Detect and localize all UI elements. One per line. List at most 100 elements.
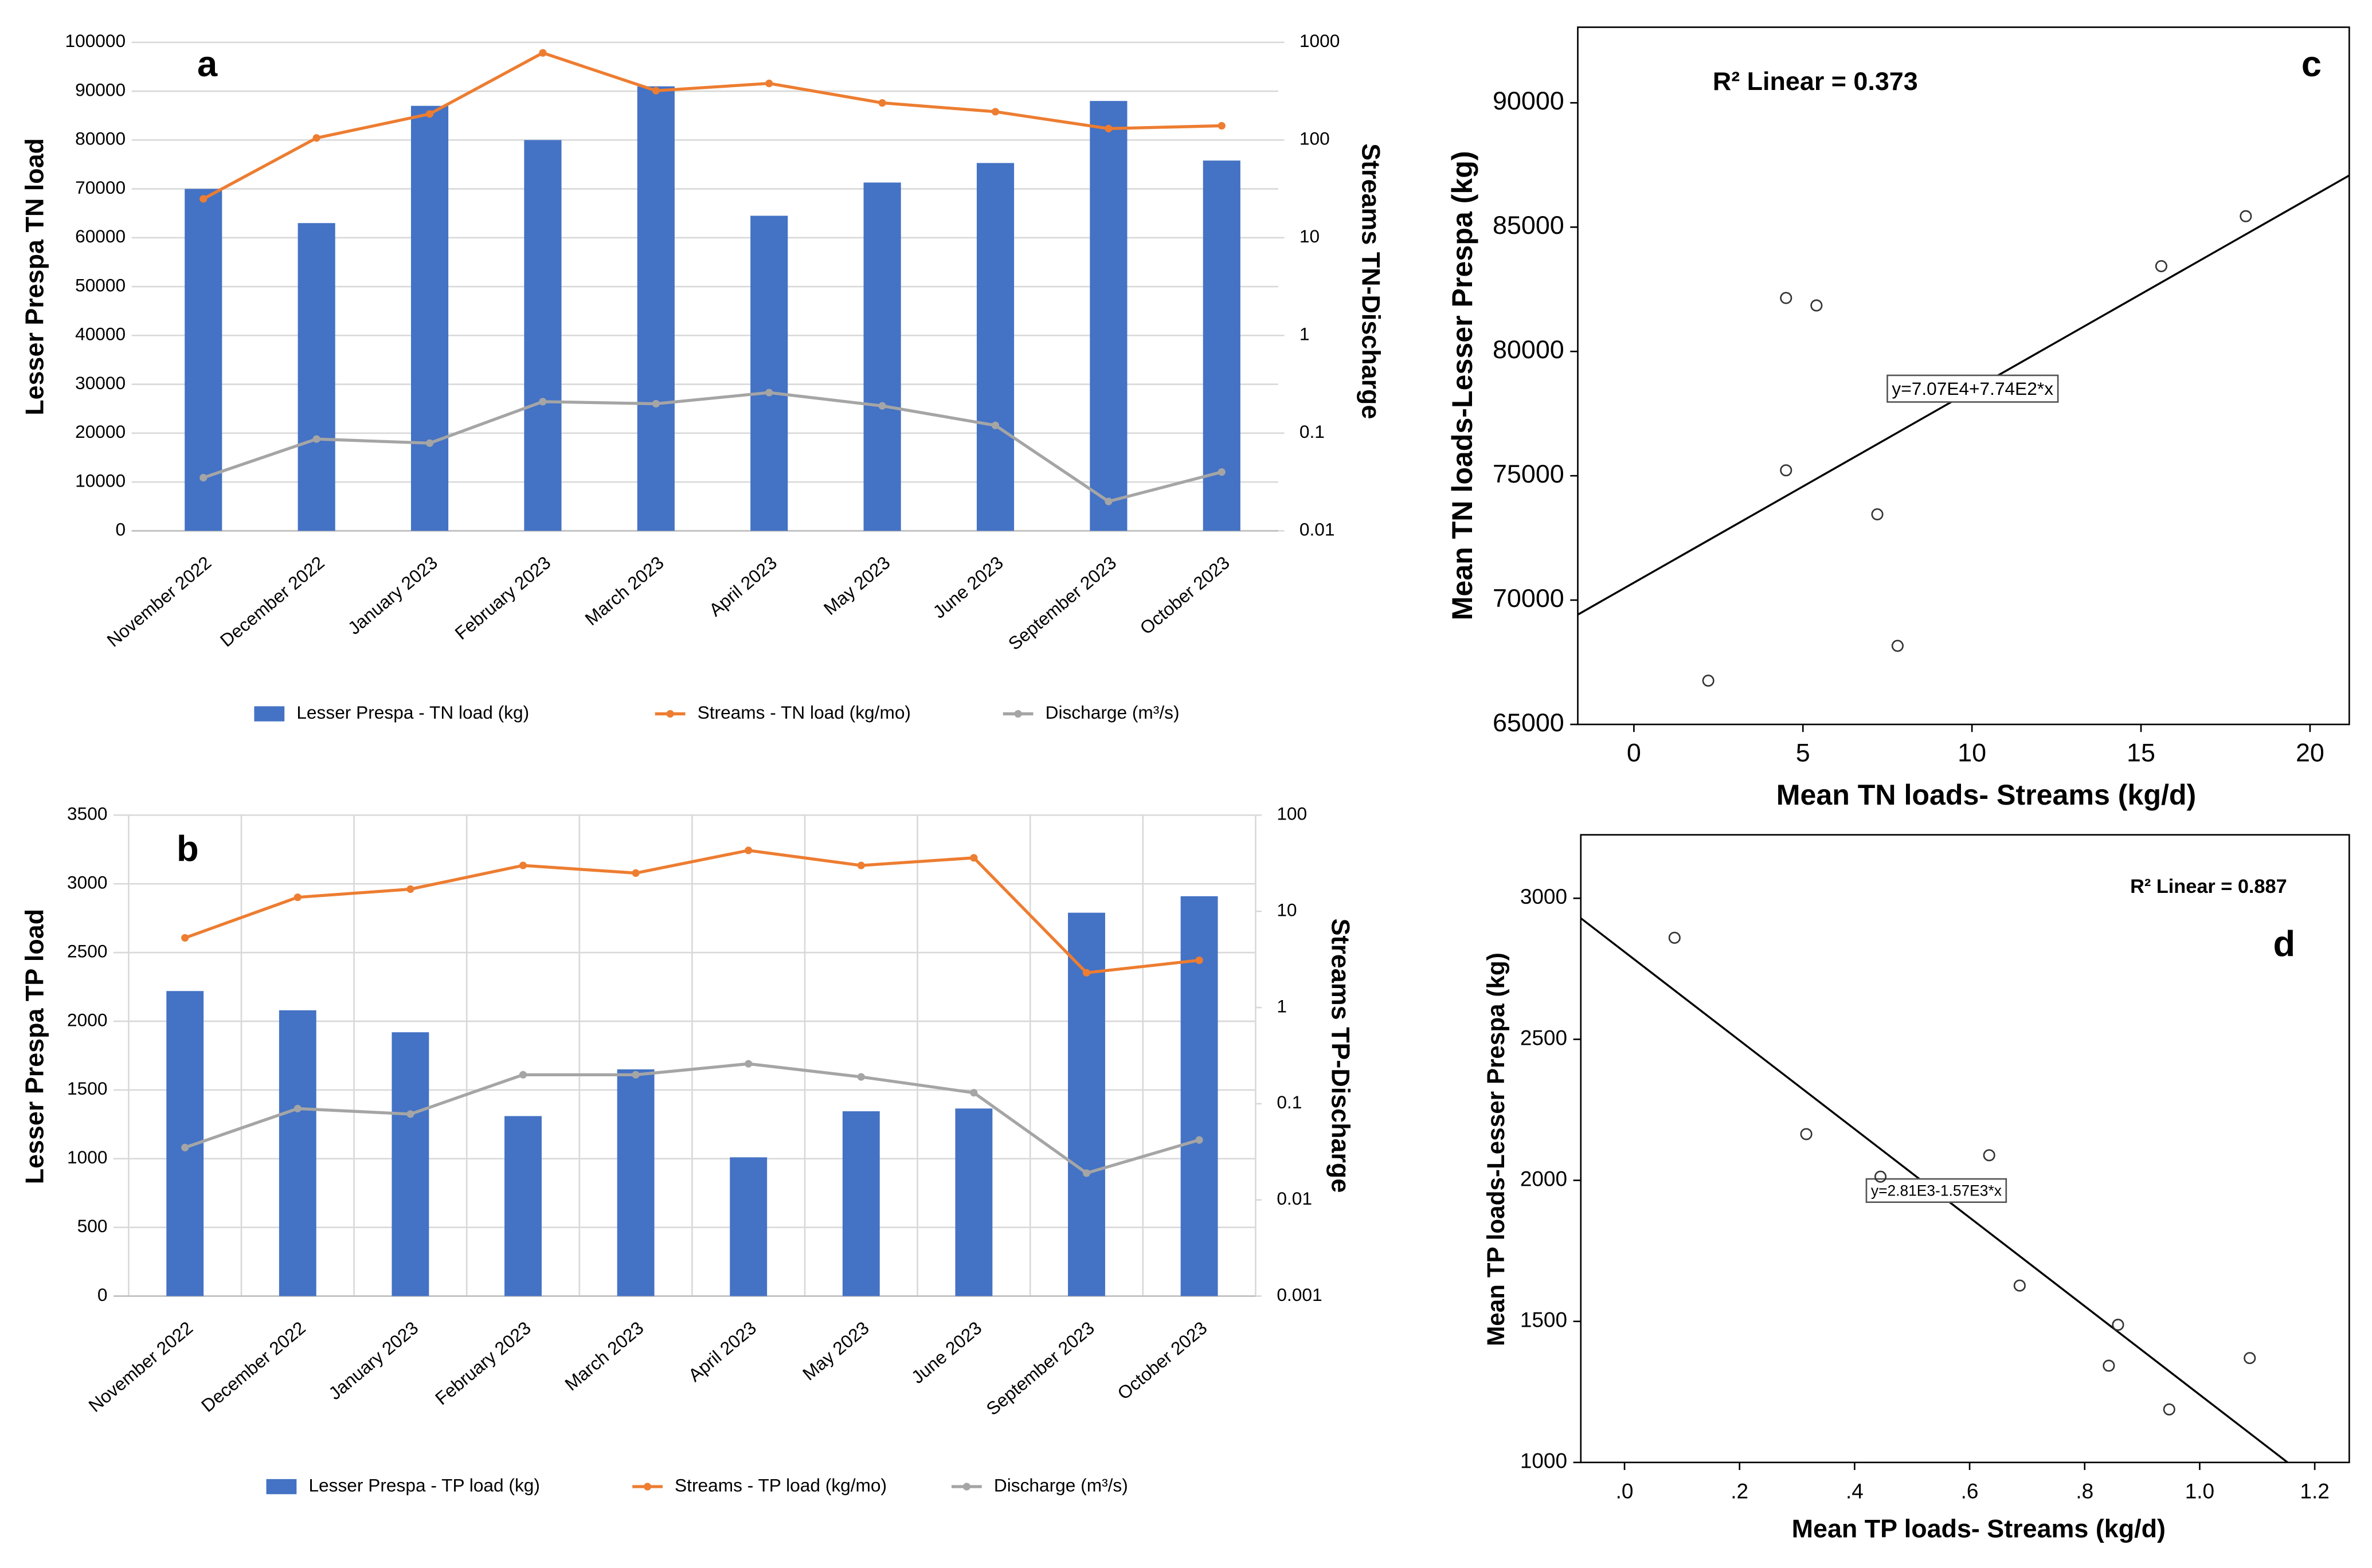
x-tick-label: October 2023 <box>1136 552 1234 638</box>
y-tick-label: 80000 <box>1493 335 1564 364</box>
annotation: R² Linear = 0.373 <box>1713 66 1918 96</box>
x-tick-label: June 2023 <box>907 1317 985 1387</box>
bar <box>976 163 1015 531</box>
bar <box>1180 896 1218 1296</box>
line-marker <box>745 846 753 854</box>
y-axis-label: Lesser Prespa TN load <box>19 138 49 415</box>
line-marker <box>970 1089 978 1097</box>
line-marker <box>425 439 434 447</box>
y-tick-label: 1000 <box>67 1147 107 1167</box>
y-tick-label: 100000 <box>65 30 126 51</box>
line-marker <box>539 398 547 406</box>
bar <box>1068 912 1105 1296</box>
y-tick-label: 85000 <box>1493 210 1564 240</box>
y-tick-label: 30000 <box>75 373 126 393</box>
bar <box>637 86 675 531</box>
line-marker <box>857 1073 865 1081</box>
y-tick-label: 0 <box>97 1284 108 1305</box>
y-tick-label: 75000 <box>1493 459 1564 488</box>
line-marker <box>970 854 978 862</box>
fit-equation-box <box>1886 374 2059 403</box>
y-tick-label: 50000 <box>75 275 126 295</box>
y-tick-label: 2500 <box>67 940 107 961</box>
y2-tick-label: 1 <box>1277 995 1287 1016</box>
y-tick-label: 1000 <box>1520 1449 1567 1473</box>
point <box>1702 675 1715 687</box>
y-tick-label: 0 <box>116 519 126 540</box>
line-marker <box>425 110 434 118</box>
panel-label: b <box>177 829 199 869</box>
line-marker <box>199 195 208 203</box>
x-tick-label: December 2022 <box>197 1317 310 1416</box>
y2-axis-label: Streams TN-Discharge <box>1356 143 1385 419</box>
line-marker <box>745 1060 753 1068</box>
x-tick-label: April 2023 <box>684 1317 760 1385</box>
legend-label: Lesser Prespa - TP load (kg) <box>308 1475 540 1495</box>
fit-equation-box <box>1865 1178 2007 1204</box>
point <box>2163 1403 2175 1416</box>
bar <box>863 182 901 531</box>
legend-label: Streams - TN load (kg/mo) <box>698 702 911 723</box>
x-tick-label: February 2023 <box>431 1317 535 1409</box>
y-tick-label: 1500 <box>1520 1308 1567 1331</box>
line-marker <box>632 1071 640 1079</box>
legend-swatch <box>1014 709 1022 718</box>
line-marker <box>765 389 773 397</box>
annotation: R² Linear = 0.887 <box>2130 876 2287 897</box>
x-tick-label: 0 <box>1627 738 1641 767</box>
x-tick-label: 15 <box>2127 738 2155 767</box>
x-tick-label: November 2022 <box>84 1317 197 1416</box>
y-tick-label: 80000 <box>75 128 126 149</box>
x-tick-label: April 2023 <box>705 552 781 620</box>
y-tick-label: 90000 <box>75 79 126 100</box>
line-marker <box>1218 121 1226 130</box>
y-tick-label: 1500 <box>67 1078 107 1099</box>
line-marker <box>539 49 547 57</box>
y2-tick-label: 0.1 <box>1277 1092 1302 1112</box>
y-tick-label: 20000 <box>75 421 126 442</box>
y2-tick-label: 0.01 <box>1299 519 1335 540</box>
point <box>1871 508 1884 520</box>
y-tick-label: 10000 <box>75 470 126 491</box>
line-marker <box>293 1104 302 1112</box>
y-tick-label: 2500 <box>1520 1026 1567 1049</box>
line-marker <box>878 99 886 107</box>
line-marker <box>1082 1169 1091 1177</box>
y2-tick-label: 1 <box>1299 324 1310 344</box>
legend-swatch <box>666 709 674 718</box>
y-axis-label: Mean TP loads-Lesser Prespa (kg) <box>1482 952 1509 1346</box>
x-tick-label: .2 <box>1731 1479 1748 1503</box>
y-tick-label: 70000 <box>1493 583 1564 613</box>
fit-equation: y=7.07E4+7.74E2*x <box>1892 378 2053 399</box>
bar <box>298 223 335 531</box>
y2-tick-label: 10 <box>1299 226 1320 246</box>
line-marker <box>312 435 320 443</box>
x-tick-label: May 2023 <box>799 1317 873 1384</box>
y-tick-label: 3500 <box>67 803 107 824</box>
line-marker <box>293 893 302 901</box>
y-tick-label: 3000 <box>1520 885 1567 908</box>
legend-swatch <box>643 1483 652 1491</box>
panel-label: c <box>2301 44 2322 84</box>
y-tick-label: 90000 <box>1493 86 1564 115</box>
y-tick-label: 60000 <box>75 226 126 246</box>
x-tick-label: 1.2 <box>2300 1479 2329 1503</box>
point <box>1810 299 1823 312</box>
panel-label: d <box>2273 924 2295 965</box>
point <box>1891 640 1904 652</box>
line-series <box>202 51 1222 201</box>
point <box>1780 464 1792 477</box>
legend-swatch <box>266 1479 297 1495</box>
point <box>1780 292 1792 304</box>
bar <box>392 1032 429 1296</box>
bar <box>504 1116 542 1296</box>
legend-swatch <box>254 706 285 722</box>
line-marker <box>632 869 640 877</box>
bar <box>750 215 788 531</box>
y2-tick-label: 100 <box>1299 128 1330 149</box>
line-series <box>184 849 1200 975</box>
x-tick-label: January 2023 <box>324 1317 422 1404</box>
y2-tick-label: 0.01 <box>1277 1188 1312 1209</box>
x-tick-label: .0 <box>1616 1479 1634 1503</box>
x-tick-label: February 2023 <box>451 552 555 644</box>
